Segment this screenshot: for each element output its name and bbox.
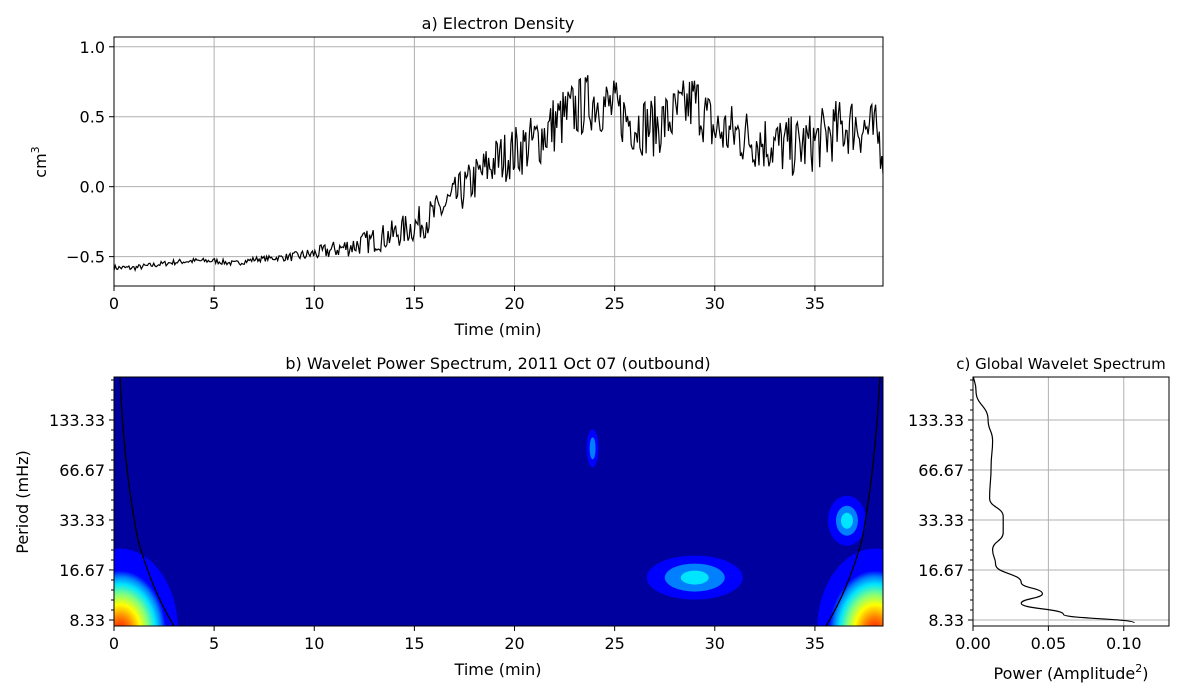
x-tick-label: 30 [705,634,725,653]
panel-c-title: c) Global Wavelet Spectrum [956,355,1165,373]
panel-a: a) Electron Density 0 5 10 15 20 25 30 35 −0.50… [29,14,884,339]
y-tick-label: 0.0 [80,178,105,197]
x-tick-label: 15 [404,634,424,653]
x-tick-label: 0.10 [1106,634,1142,653]
electron-density-line [114,75,883,273]
power-blob [680,570,709,585]
y-tick-label: 66.67 [59,461,105,480]
y-tick-label: 33.33 [918,511,964,530]
hotspot [114,570,166,626]
x-tick-label: 20 [504,294,524,313]
y-tick-label: 16.67 [918,561,964,580]
panel-b: b) Wavelet Power Spectrum, 2011 Oct 07 (… [13,354,884,679]
panel-a-title: a) Electron Density [422,14,575,33]
x-tick-label: 25 [604,634,624,653]
y-tick-label: 66.67 [918,461,964,480]
x-tick-label: 0 [109,294,119,313]
panel-a-ylabel-base: cm [31,153,50,177]
x-tick-label: 10 [304,634,324,653]
heatmap-background [114,377,883,626]
hotspot [829,570,883,626]
panel-b-y-ticks: 133.33 66.67 33.33 16.67 8.33 [49,379,114,630]
x-tick-label: 15 [404,294,424,313]
panel-a-xlabel: Time (min) [454,320,542,339]
panel-b-frame [113,376,884,627]
panel-a-ylabel-superscript: 3 [29,146,42,153]
panel-a-frame [113,36,884,287]
y-tick-label: 33.33 [59,511,105,530]
panel-c-xlabel-superscript: 2 [1135,662,1142,675]
panel-b-ylabel: Period (mHz) [13,450,32,553]
x-tick-label: 5 [209,294,219,313]
panel-b-title: b) Wavelet Power Spectrum, 2011 Oct 07 (… [285,354,710,373]
panel-c-x-ticks: 0.00 0.05 0.10 [955,626,1142,653]
x-tick-label: 10 [304,294,324,313]
panel-c-xlabel: Power (Amplitude2) [994,662,1149,683]
cone-of-influence-left [119,377,175,626]
y-tick-label: 133.33 [908,411,964,430]
y-tick-label: 133.33 [49,411,105,430]
panel-b-x-ticks: 0 5 10 15 20 25 30 35 [109,626,825,653]
x-tick-label: 0.00 [955,634,991,653]
panel-c-grid [972,377,1169,626]
panel-b-xlabel: Time (min) [454,660,542,679]
panel-a-x-ticks: 0 5 10 15 20 25 30 35 [109,286,825,313]
x-tick-label: 5 [209,634,219,653]
x-tick-label: 20 [504,634,524,653]
panel-c: c) Global Wavelet Spectrum 0.00 0.05 0.10 … [908,355,1170,683]
y-tick-label: 8.33 [928,611,964,630]
panel-a-ylabel: cm3 [29,146,50,177]
panel-c-frame [972,376,1170,627]
panel-c-y-ticks: 133.33 66.67 33.33 16.67 8.33 [908,379,973,630]
y-tick-label: 16.67 [59,561,105,580]
y-tick-label: 0.5 [80,108,105,127]
x-tick-label: 0 [109,634,119,653]
global-wavelet-line [973,377,1135,624]
cone-of-influence-right [825,377,881,626]
y-tick-label: 1.0 [80,38,105,57]
wavelet-heatmap [114,377,883,626]
x-tick-label: 0.05 [1031,634,1067,653]
panel-a-y-ticks: −0.5 0.0 0.5 1.0 [66,38,114,267]
x-tick-label: 25 [604,294,624,313]
panel-c-xlabel-suffix: ) [1142,664,1148,683]
power-blob [840,512,853,529]
y-tick-label: 8.33 [69,611,105,630]
panel-c-xlabel-base: Power (Amplitude [994,664,1136,683]
x-tick-label: 35 [805,634,825,653]
x-tick-label: 30 [705,294,725,313]
power-blob [589,437,596,460]
x-tick-label: 35 [805,294,825,313]
y-tick-label: −0.5 [66,248,105,267]
